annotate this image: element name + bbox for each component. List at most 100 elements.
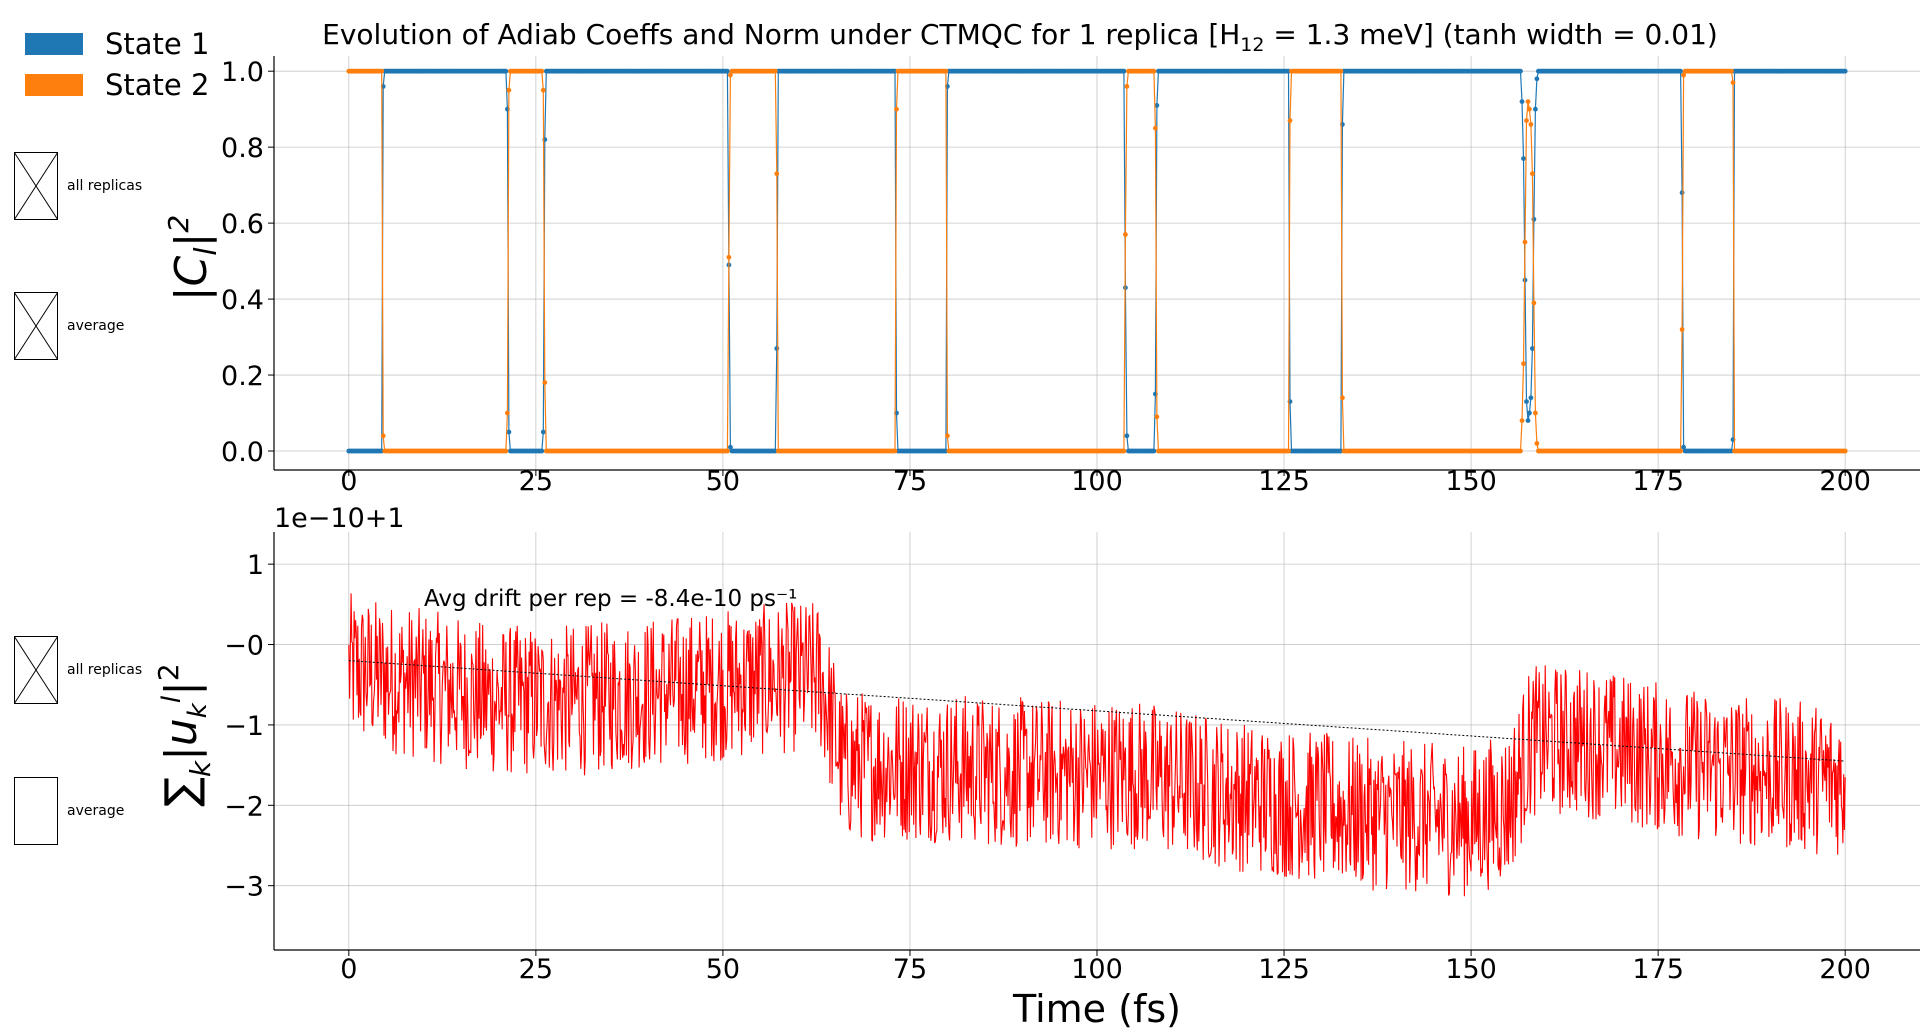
checkbox-box[interactable] [14, 292, 58, 360]
state-1-point [539, 448, 545, 454]
checkbox-label: average [67, 803, 125, 819]
state-1-point [1521, 156, 1526, 162]
state-2-point [1527, 106, 1532, 112]
top-x-tick-label: 75 [893, 466, 927, 497]
state-2-point [1521, 361, 1526, 367]
state-2-point [505, 410, 510, 416]
state-2-point [1124, 84, 1130, 89]
top-x-tick-label: 125 [1258, 466, 1310, 497]
chart-title: Evolution of Adiab Coeffs and Norm under… [322, 18, 1718, 56]
state-1-point [1518, 68, 1523, 74]
check-cross-icon [14, 292, 58, 360]
bottom-x-tick-label: 75 [893, 954, 927, 985]
state-2-point [894, 106, 899, 112]
top-average-checkbox[interactable]: average [14, 292, 124, 360]
state-2-point [1287, 118, 1293, 123]
state-2-point [1121, 448, 1127, 454]
bottom-x-tick-label: 175 [1632, 954, 1684, 985]
state-2-point [1524, 118, 1529, 123]
drift-annotation: Avg drift per rep = -8.4e-10 ps⁻¹ [424, 586, 797, 612]
checkbox-box[interactable] [14, 152, 58, 220]
legend-item-state-1[interactable]: State 1 [25, 27, 209, 61]
state-2-point [542, 380, 548, 385]
state-1-point [725, 68, 730, 74]
top-y-axis-label: |Cl|2 [162, 215, 224, 302]
checkbox-label: all replicas [67, 662, 143, 678]
check-cross-icon [14, 152, 58, 220]
bottom-x-tick-label: 150 [1445, 954, 1497, 985]
top-y-tick-label: 0.4 [221, 285, 264, 316]
state-2-point [1530, 171, 1535, 177]
state-1-point [1154, 103, 1160, 108]
state-2-point [1730, 80, 1736, 85]
checkbox-box[interactable] [14, 777, 58, 845]
state-2-point [1151, 68, 1157, 74]
bottom-axes: 0 25 50 75 100 125 150 175 200 1 −0 −1 −2 −3 [224, 532, 1920, 985]
state-2-point [506, 87, 512, 93]
check-cross-icon [14, 636, 58, 704]
bottom-series-group [348, 593, 1846, 897]
state-2-point [1522, 239, 1528, 245]
x-axis-label: Time (fs) [1012, 987, 1181, 1028]
checkbox-box[interactable] [14, 636, 58, 704]
bottom-x-tick-label: 100 [1071, 954, 1123, 985]
checkbox-label: all replicas [67, 178, 143, 194]
bottom-x-tick-label: 0 [340, 954, 357, 985]
state-1-point [1525, 418, 1531, 423]
state-2-point [1286, 448, 1291, 454]
state-1-point [1842, 68, 1848, 74]
state-1-point [503, 68, 509, 74]
top-x-tick-label: 150 [1445, 466, 1497, 497]
state-1-point [1681, 444, 1686, 450]
bottom-x-tick-label: 125 [1258, 954, 1310, 985]
state-2-point [892, 448, 898, 454]
state-2-point [1729, 68, 1734, 74]
top-gridlines [274, 56, 1920, 470]
state-1-point [1528, 395, 1534, 401]
bottom-y-tick-label: 1 [247, 550, 264, 581]
state-2-point [1154, 414, 1160, 420]
state-2-point [1340, 395, 1345, 401]
state-2-point [1842, 448, 1848, 454]
state-2-point [1528, 122, 1534, 127]
top-all-replicas-checkbox[interactable]: all replicas [14, 152, 142, 220]
state-1-point [540, 429, 546, 435]
top-y-tick-label: 0.6 [221, 209, 264, 240]
legend-swatch-state-1 [25, 33, 83, 55]
top-x-tick-label: 100 [1071, 466, 1123, 497]
top-x-tick-label: 200 [1819, 466, 1871, 497]
state-2-point [539, 68, 545, 74]
state-1-point [1524, 399, 1529, 404]
bottom-y-axis-label: ∑k|ukl|2 [152, 663, 217, 807]
top-x-tick-label: 50 [706, 466, 740, 497]
legend-item-state-2[interactable]: State 2 [25, 68, 209, 102]
state-1-point [1678, 68, 1683, 74]
top-axes: 0 25 50 75 100 125 150 175 200 0.0 0.2 0.4 0.6 0.8 1.0 [221, 56, 1920, 497]
state-1-point [728, 444, 733, 450]
state-2-point [943, 68, 949, 74]
state-2-point [945, 433, 950, 439]
state-2-point [1534, 441, 1540, 446]
state-2-point [1681, 72, 1686, 78]
bottom-all-replicas-checkbox[interactable]: all replicas [14, 636, 142, 704]
state-2-point [772, 68, 778, 74]
state-2-point [1518, 448, 1523, 454]
state-1-point [1533, 106, 1538, 112]
state-2-point [726, 254, 732, 260]
state-2-point [380, 433, 386, 439]
state-2-point [503, 448, 509, 454]
state-1-point [1679, 190, 1685, 196]
state-1-point [506, 429, 512, 435]
state-1-point [1527, 410, 1532, 416]
top-y-tick-label: 0.0 [221, 437, 264, 468]
state-2-point [1338, 68, 1344, 74]
top-y-tick-label: 0.8 [221, 133, 264, 164]
state-1-point [1530, 346, 1535, 351]
drift-fit-line [348, 660, 1846, 762]
bottom-average-checkbox[interactable]: average [14, 777, 124, 845]
top-x-tick-label: 25 [519, 466, 553, 497]
state-1-point [1124, 433, 1130, 439]
state-2-point [725, 448, 730, 454]
state-1-point [1121, 68, 1127, 74]
